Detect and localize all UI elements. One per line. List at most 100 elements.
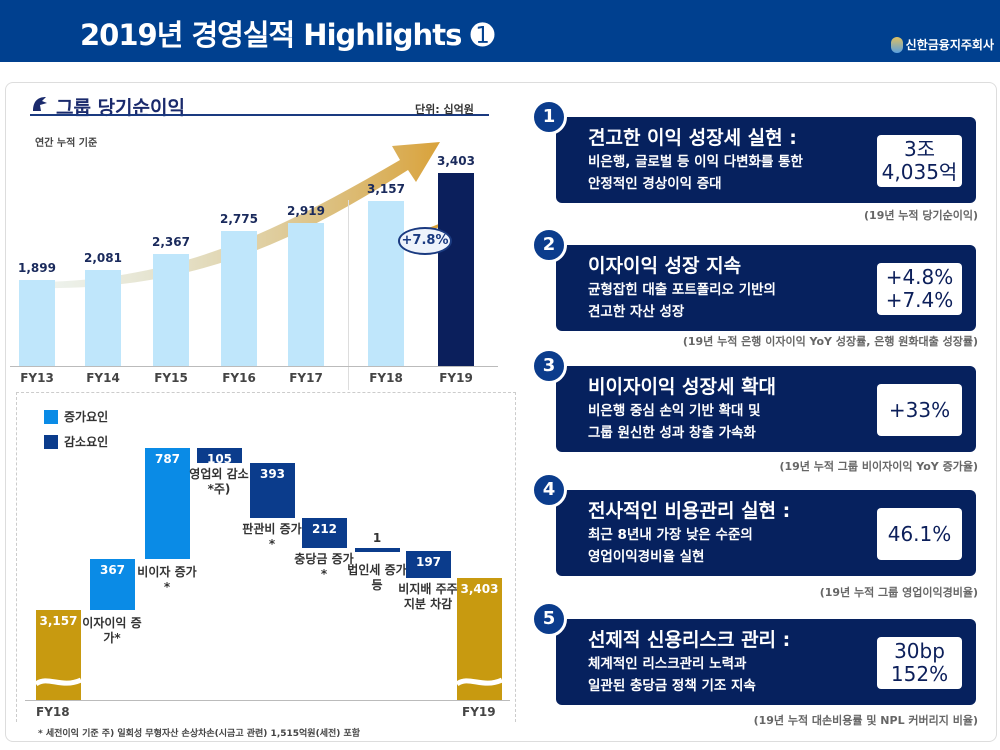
number-badge: 1 xyxy=(531,99,567,135)
number-badge: 2 xyxy=(531,227,567,263)
card-sub-line: 최근 8년내 가장 낮은 수준의 xyxy=(588,527,753,543)
data-label: 367 xyxy=(99,562,126,577)
card-sub-line: 견고한 자산 성장 xyxy=(588,304,685,320)
legend-label: 증가요인 xyxy=(64,410,109,424)
card-value: 46.1% xyxy=(887,521,952,546)
card-title: 견고한 이익 성장세 실현 : xyxy=(588,127,797,149)
card-value-box: 46.1% xyxy=(877,508,962,560)
card-value: 3조 xyxy=(903,137,936,161)
category-label: 충당금 증가* xyxy=(294,551,354,581)
bar-fy15 xyxy=(153,253,189,366)
waterfall-bar: 367 xyxy=(90,558,135,610)
card-sub-line: 그룹 원신한 성과 창출 가속화 xyxy=(588,425,756,441)
growth-badge: +7.8% xyxy=(398,227,452,255)
waterfall-bar: 787 xyxy=(145,448,190,559)
number-badge: 4 xyxy=(531,472,567,508)
data-label: 2,775 xyxy=(220,212,258,227)
waterfall-frame xyxy=(16,392,516,722)
x-axis xyxy=(10,366,498,367)
card-value-box: 3조 4,035억 xyxy=(877,135,962,187)
card-title: 비이자이익 성장세 확대 xyxy=(588,376,777,398)
card-title: 전사적인 비용관리 실현 : xyxy=(588,500,791,522)
card-sub-line: 비은행 중심 손익 기반 확대 및 xyxy=(588,403,761,419)
card-sub-line: 체계적인 리스크관리 노력과 xyxy=(588,656,747,672)
x-tick: FY18 xyxy=(369,371,403,385)
category-label: 비지배 주주지분 차감 xyxy=(398,582,458,612)
data-label: 3,157 xyxy=(39,614,78,628)
separator xyxy=(348,200,349,390)
card-value: +7.4% xyxy=(885,288,954,312)
bar-fy14 xyxy=(85,269,121,366)
data-label: 1,899 xyxy=(18,260,56,275)
bar-fy13 xyxy=(19,279,55,366)
bar-fy16 xyxy=(221,231,257,366)
basis-label: 연간 누적 기준 xyxy=(35,138,98,149)
card-value-box: +4.8% +7.4% xyxy=(877,263,962,315)
card-value: 30bp xyxy=(894,639,945,663)
legend-decrease: 감소요인 xyxy=(44,433,108,450)
data-label: 3,403 xyxy=(437,153,475,168)
card-note: (19년 누적 그룹 영업이익경비율) xyxy=(819,586,978,599)
waterfall-axis xyxy=(25,700,510,701)
card-sub-line: 영업이익경비율 실현 xyxy=(588,549,705,565)
divider xyxy=(30,114,489,116)
data-label: 212 xyxy=(311,522,338,537)
x-tick: FY14 xyxy=(86,371,120,385)
unit-label: 단위: 십억원 xyxy=(415,103,474,116)
card-value: 4,035억 xyxy=(881,160,958,184)
data-label: 197 xyxy=(415,554,442,569)
card-sub-line: 일관된 충당금 정책 기조 지속 xyxy=(588,678,756,694)
x-tick: FY17 xyxy=(289,371,323,385)
wf-tick-fy19: FY19 xyxy=(462,705,496,719)
category-label: 법인세 증가 등 xyxy=(347,562,407,592)
card-value: +33% xyxy=(888,397,951,422)
category-label: 이자이익 증가* xyxy=(82,616,142,645)
card-note: (19년 누적 그룹 비이자이익 YoY 증가율) xyxy=(779,460,978,473)
x-tick: FY13 xyxy=(20,371,54,385)
shinhan-logo-icon xyxy=(890,36,903,53)
card-sub-line: 안정적인 경상이익 증대 xyxy=(588,176,722,192)
axis-break-icon xyxy=(36,677,81,687)
bar-fy17 xyxy=(288,223,324,366)
waterfall-bar: 197 xyxy=(406,550,451,579)
legend-label: 감소요인 xyxy=(64,435,109,449)
axis-break-icon xyxy=(457,677,502,687)
header-bar: 2019년 경영실적 Highlights ➊ 신한금융지주회사 xyxy=(0,0,1000,62)
section-title: 그룹 당기순이익 xyxy=(56,97,185,119)
number-badge: 3 xyxy=(531,348,567,384)
bar-fy18 xyxy=(368,200,404,366)
card-value: +4.8% xyxy=(885,265,954,289)
card-value: 152% xyxy=(890,662,949,686)
page-title: 2019년 경영실적 Highlights ➊ xyxy=(80,18,495,52)
x-tick: FY15 xyxy=(154,371,188,385)
waterfall-bar: 105 xyxy=(197,448,242,467)
card-sub-line: 균형잡힌 대출 포트폴리오 기반의 xyxy=(588,282,776,298)
waterfall-bar: 3,157 xyxy=(36,610,81,700)
legend-swatch xyxy=(44,434,58,449)
data-label: 3,403 xyxy=(460,582,499,597)
card-note: (19년 누적 당기순이익) xyxy=(864,209,978,222)
card-sub-line: 비은행, 글로벌 등 이익 다변화를 통한 xyxy=(588,154,803,170)
data-label: 787 xyxy=(154,452,181,467)
bar-fy19 xyxy=(438,172,474,366)
card-title: 이자이익 성장 지속 xyxy=(588,255,742,277)
card-value-box: +33% xyxy=(877,384,962,436)
company-name: 신한금융지주회사 xyxy=(905,38,994,52)
data-label: 3,157 xyxy=(367,181,405,196)
waterfall-bar: 212 xyxy=(302,518,347,548)
card-title: 선제적 신용리스크 관리 : xyxy=(588,629,791,651)
data-label: 2,081 xyxy=(84,250,122,265)
category-label: 영업외 감소*주) xyxy=(189,467,249,497)
card-note: (19년 누적 대손비용률 및 NPL 커버리지 비율) xyxy=(753,714,978,727)
category-label: 판관비 증가* xyxy=(242,522,302,552)
data-label: 105 xyxy=(206,452,233,467)
card-note: (19년 누적 은행 이자이익 YoY 성장률, 은행 원화대출 성장률) xyxy=(682,335,978,348)
